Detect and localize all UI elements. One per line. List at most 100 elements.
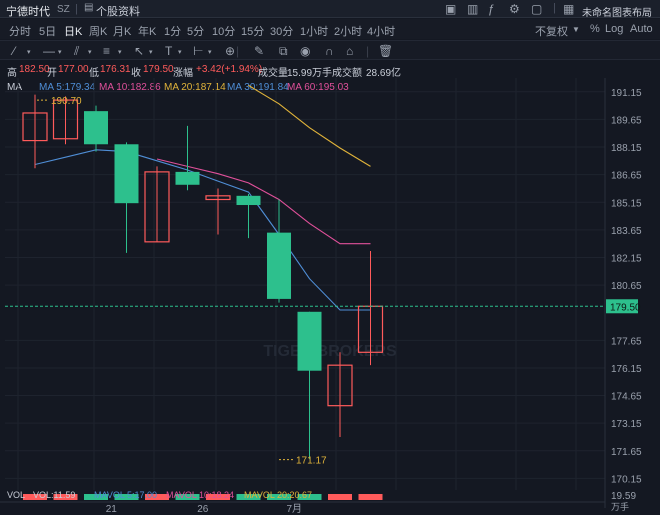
- change-value: +3.42(+1.94%): [196, 64, 263, 75]
- price-tick-label: 185.15: [611, 198, 642, 209]
- ma-line-ma5: [34, 149, 371, 311]
- zoom-tool-icon[interactable]: ⊕: [225, 44, 236, 58]
- period-tab-30min[interactable]: 30分: [270, 26, 294, 38]
- channel-dropdown-icon[interactable]: ▾: [88, 49, 92, 56]
- period-tab-month-k[interactable]: 月K: [113, 26, 132, 38]
- high-label: 高: [7, 68, 17, 79]
- ma5-value: MA 5:179.34: [39, 82, 96, 93]
- candles: [22, 94, 384, 460]
- arrow-dropdown-icon[interactable]: ▾: [149, 49, 153, 56]
- fibonacci-tool-icon[interactable]: ≡: [103, 44, 111, 58]
- price-tick-label: 191.15: [611, 88, 642, 99]
- vol-value: VOL:11.59: [33, 490, 76, 500]
- lock-icon[interactable]: ⌂: [346, 44, 354, 58]
- trendline-dropdown-icon[interactable]: ▾: [27, 49, 31, 56]
- period-tab-5day[interactable]: 5日: [39, 26, 57, 38]
- candle-body: [205, 195, 231, 201]
- market-badge: SZ: [57, 4, 70, 15]
- price-tick-label: 176.15: [611, 364, 642, 375]
- percent-toggle[interactable]: %: [590, 23, 600, 35]
- period-tab-1min[interactable]: 1分: [164, 26, 182, 38]
- chart-grid: [5, 78, 605, 490]
- layout-name[interactable]: 未命名图表布局: [582, 8, 652, 19]
- period-tab-1hour[interactable]: 1小时: [300, 26, 329, 38]
- channel-tool-icon[interactable]: ⫽: [74, 44, 80, 58]
- price-tick-label: 180.65: [611, 281, 642, 292]
- candle-body: [114, 144, 139, 204]
- price-tick-label: 186.65: [611, 171, 642, 182]
- volume-label: 成交量: [258, 68, 288, 79]
- period-tab-10min[interactable]: 10分: [212, 26, 236, 38]
- candle-body: [236, 195, 261, 206]
- magnet-icon[interactable]: ∩: [325, 44, 334, 58]
- layout-icon[interactable]: ▦: [563, 2, 575, 16]
- price-tick-label: 171.65: [611, 447, 642, 458]
- mavol10-value: MAVOL 10:18.24: [166, 490, 235, 500]
- period-tab-year-k[interactable]: 年K: [138, 26, 157, 38]
- period-tab-15min[interactable]: 15分: [241, 26, 265, 38]
- arrow-tool-icon[interactable]: ↖: [134, 44, 145, 58]
- toolbar-separator: |: [366, 44, 370, 58]
- current-price-tag: [606, 299, 638, 314]
- period-tab-day-k[interactable]: 日K: [64, 23, 83, 42]
- volume-bar: [145, 494, 169, 500]
- candlestick-chart[interactable]: TIGER BROKERS 191.15 189.65 188.15 186.65 18…: [0, 78, 660, 515]
- close-label: 收: [131, 68, 141, 79]
- auto-toggle[interactable]: Auto: [630, 23, 653, 35]
- candle-settings-icon[interactable]: ▥: [467, 2, 479, 16]
- period-tab-week-k[interactable]: 周K: [89, 26, 108, 38]
- volume-bar: [267, 494, 291, 500]
- ruler-tool-icon[interactable]: ⊢: [193, 44, 204, 58]
- period-tab-4hour[interactable]: 4小时: [367, 26, 396, 38]
- candle-body: [297, 311, 322, 371]
- period-tab-timeshare[interactable]: 分时: [9, 26, 31, 38]
- profile-link[interactable]: 个股资料: [96, 6, 140, 18]
- text-dropdown-icon[interactable]: ▾: [178, 49, 182, 56]
- date-axis: 21 26 7月: [0, 501, 605, 515]
- volume-value: 15.99万手: [287, 68, 333, 79]
- candle-body: [22, 112, 48, 142]
- trash-icon[interactable]: 🗑: [378, 44, 394, 58]
- eye-icon[interactable]: ◉: [300, 44, 311, 58]
- volume-bar: [358, 494, 383, 500]
- horizontal-line-tool-icon[interactable]: ―: [43, 44, 55, 58]
- volume-bar: [297, 494, 322, 500]
- ma-line-ma20: [248, 84, 371, 167]
- volume-bar: [206, 494, 230, 500]
- volume-bar: [175, 494, 200, 500]
- period-tab-5min[interactable]: 5分: [187, 26, 205, 38]
- pencil-icon[interactable]: ✎: [254, 44, 265, 58]
- volume-bar: [328, 494, 352, 500]
- text-tool-icon[interactable]: T: [165, 44, 173, 58]
- ma60-value: MA 60:195.03: [287, 82, 349, 93]
- price-axis: 191.15 189.65 188.15 186.65 185.15 183.65 182.…: [5, 78, 642, 508]
- annotation-low: 171.17: [296, 456, 327, 467]
- price-tick-label: 182.15: [611, 253, 642, 264]
- quote-row: 高 182.50 开 177.00 低 176.31 收 179.50 涨幅 +…: [0, 64, 660, 79]
- ma-row: MA MA 5:179.34 MA 10:182.86 MA 20:187.14…: [0, 82, 660, 96]
- candle-body: [175, 171, 200, 185]
- hline-dropdown-icon[interactable]: ▾: [58, 49, 62, 56]
- period-tab-2hour[interactable]: 2小时: [334, 26, 363, 38]
- indicator-icon[interactable]: ƒ: [488, 2, 495, 16]
- mavol20-value: MAVOL 20:20.67: [244, 490, 313, 500]
- save-icon[interactable]: ▢: [531, 2, 543, 16]
- mavol5-value: MAVOL 5:17.00: [94, 490, 158, 500]
- price-tick-label: 183.65: [611, 226, 642, 237]
- ma10-value: MA 10:182.86: [99, 82, 161, 93]
- trendline-tool-icon[interactable]: ⁄: [13, 44, 16, 58]
- gear-icon[interactable]: ⚙: [509, 2, 520, 16]
- chevron-down-icon[interactable]: ▼: [572, 25, 580, 34]
- period-bar: 分时 5日 日K 周K 月K 年K 1分 5分 10分 15分 30分 1小时 …: [0, 19, 660, 42]
- copy-icon[interactable]: ⧉: [279, 44, 288, 58]
- fib-dropdown-icon[interactable]: ▾: [118, 49, 122, 56]
- ma-label[interactable]: MA: [7, 82, 22, 93]
- adjust-select[interactable]: 不复权: [535, 26, 568, 38]
- chart-window-icon[interactable]: ▣: [445, 2, 457, 16]
- vol-label[interactable]: VOL: [7, 490, 26, 500]
- drawing-toolbar: ⁄ ▾ ― ▾ ⫽ ▾ ≡ ▾ ↖ ▾ T ▾ ⊢ ▾ ⊕ | ✎ ⧉ ◉ ∩ …: [0, 40, 660, 60]
- ruler-dropdown-icon[interactable]: ▾: [208, 49, 212, 56]
- log-toggle[interactable]: Log: [605, 23, 624, 35]
- high-value: 182.50: [19, 64, 50, 75]
